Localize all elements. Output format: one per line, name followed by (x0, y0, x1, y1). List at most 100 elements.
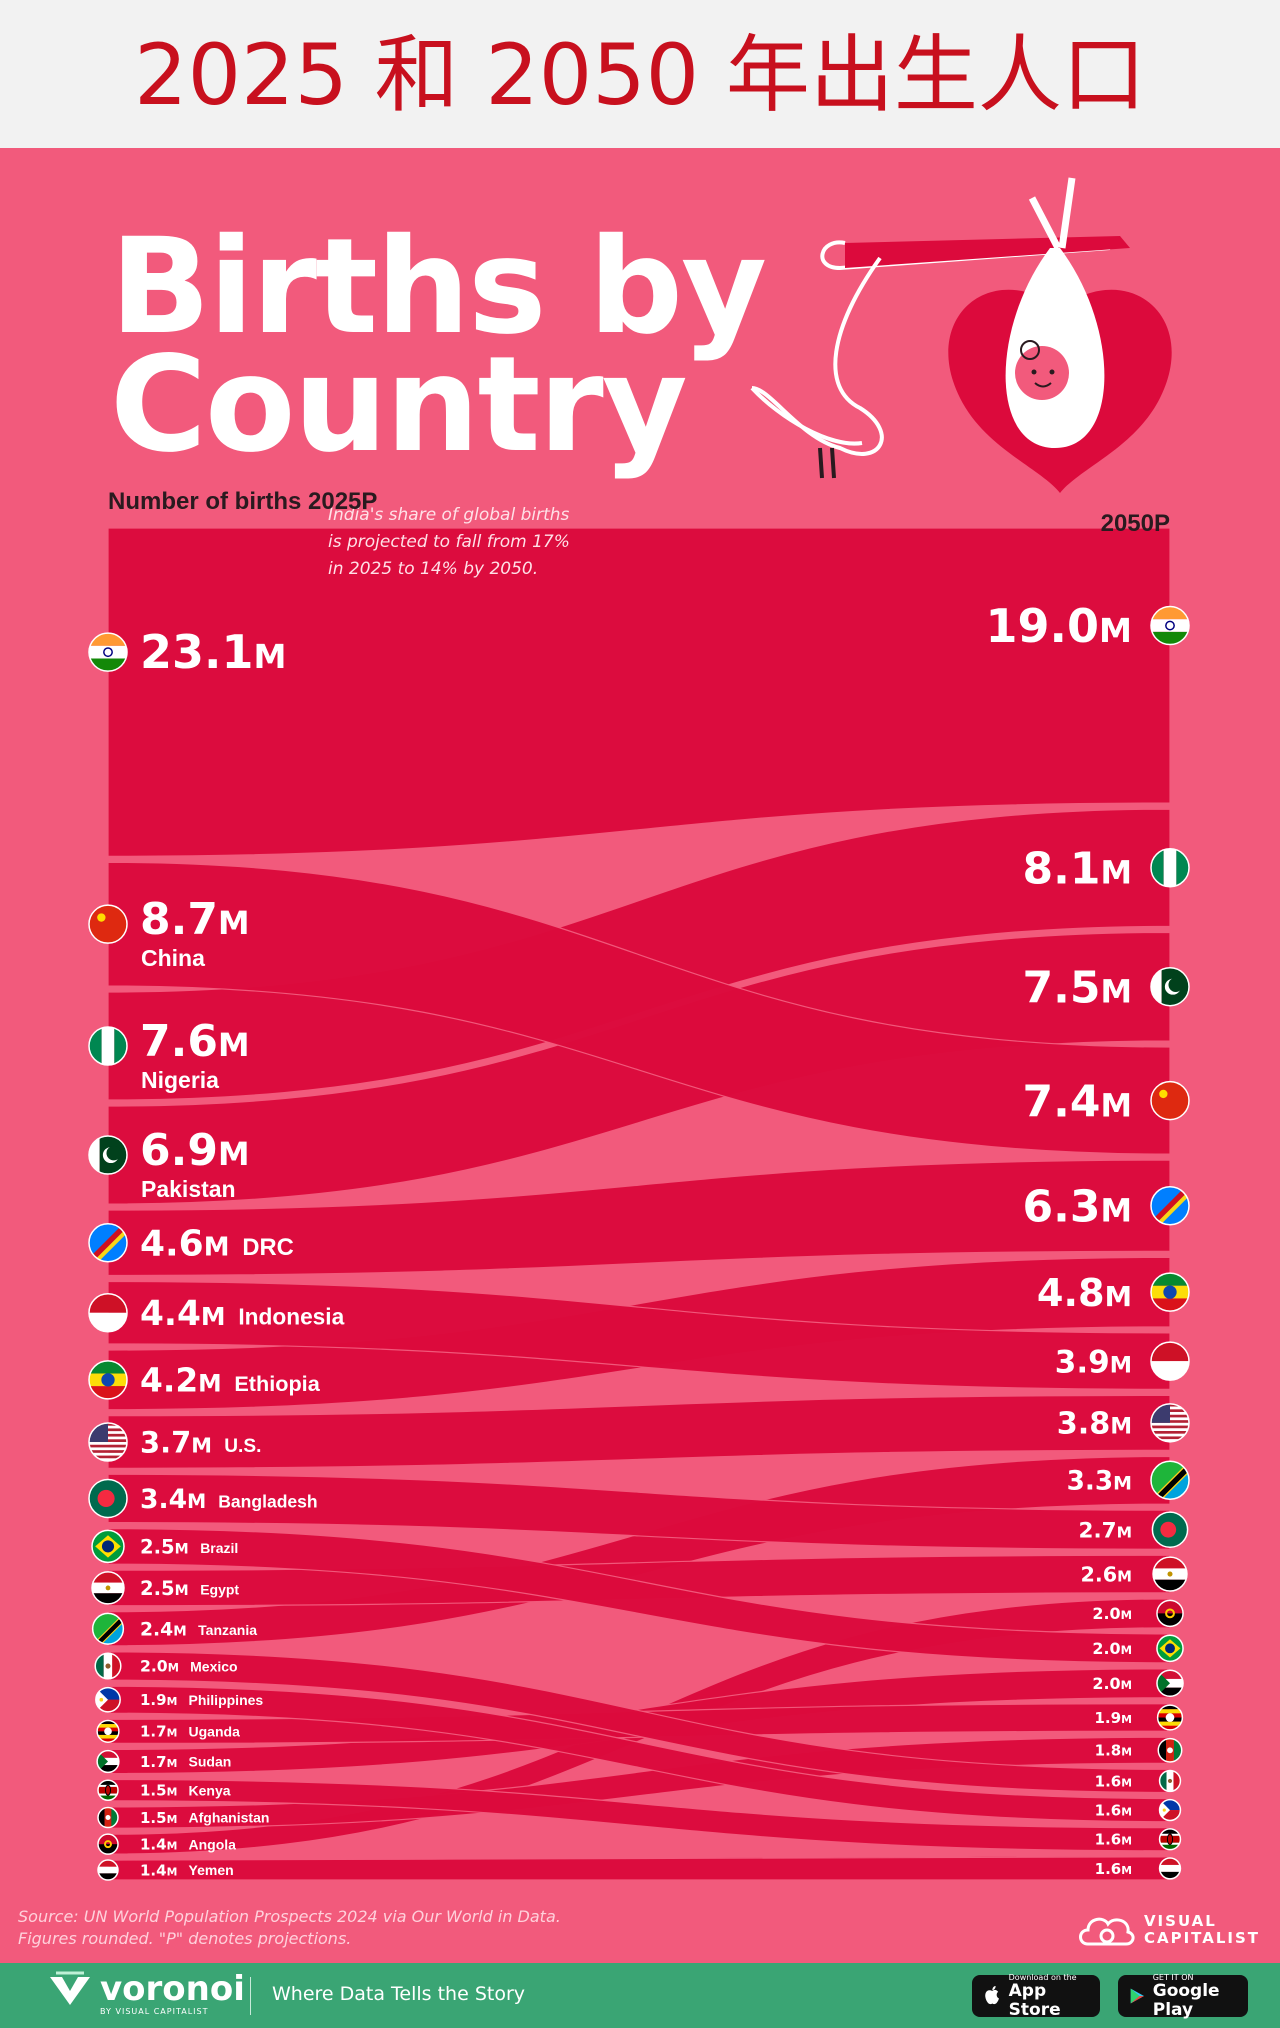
country-name-ethiopia: Ethiopia (234, 1371, 320, 1396)
flag-china-icon (1150, 1080, 1190, 1121)
infographic-poster: 23.1M 8.7M China 7.6M Nigeria 6.9M Pakistan 4.6… (0, 148, 1280, 1963)
flag-china-icon (88, 904, 128, 944)
value-label-afghanistan-2050: 1.8M (1095, 1742, 1132, 1760)
left-axis-label: Number of births 2025P (108, 488, 378, 515)
ribbon-philippines (107, 1685, 1171, 1823)
ribbon-mexico (107, 1651, 1171, 1794)
flag-bangladesh-icon (1151, 1511, 1189, 1549)
country-name-nigeria: Nigeria (141, 1067, 219, 1093)
flag-sudan-icon (1156, 1669, 1184, 1698)
value-label-egypt-2050: 2.6M (1081, 1563, 1132, 1587)
flag-tanzania-icon (1150, 1460, 1190, 1500)
main-title: Births by Country (110, 221, 870, 482)
value-label-drc-2025: 4.6M (140, 1224, 229, 1265)
country-name-yemen: Yemen (189, 1862, 234, 1878)
value-label-angola-2050: 2.0M (1092, 1604, 1132, 1623)
vc-line2: CAPITALIST (1143, 1929, 1260, 1947)
flag-indonesia-icon (88, 1292, 128, 1333)
app-store-big: App Store (1008, 1980, 1061, 2020)
flag-yemen-icon (1158, 1857, 1182, 1880)
flag-india-icon (88, 632, 128, 672)
value-label-nigeria-2025: 7.6M (140, 1016, 249, 1067)
ribbon-indonesia (107, 1280, 1171, 1390)
value-label-bangladesh-2025: 3.4M (140, 1484, 206, 1515)
value-label-kenya-2050: 1.6M (1095, 1831, 1132, 1849)
value-label-ethiopia-2050: 4.8M (1037, 1272, 1132, 1316)
app-store-small: Download on the (1008, 1972, 1077, 1982)
country-name-sudan: Sudan (189, 1754, 232, 1770)
flag-kenya-icon (97, 1779, 119, 1801)
ribbon-layer (107, 527, 1171, 1881)
value-label-mexico-2050: 1.6M (1095, 1772, 1132, 1790)
value-label-ethiopia-2025: 4.2M (140, 1362, 222, 1400)
value-label-nigeria-2050: 8.1M (1023, 844, 1132, 895)
main-title-line2: Country (110, 328, 688, 482)
apple-icon (985, 1986, 999, 2005)
flag-angola-icon (1156, 1599, 1184, 1628)
value-label-china-2025: 8.7M (140, 894, 249, 945)
value-label-philippines-2025: 1.9M (140, 1691, 177, 1709)
flag-afghanistan-icon (97, 1806, 119, 1829)
value-label-india-2050: 19.0M (986, 599, 1132, 653)
flag-kenya-icon (1158, 1828, 1182, 1851)
value-label-uganda-2050: 1.9M (1094, 1709, 1132, 1727)
vc-cloud-icon (1078, 1917, 1135, 1946)
ribbon-us (107, 1394, 1171, 1469)
value-label-philippines-2050: 1.6M (1095, 1801, 1132, 1819)
country-name-philippines: Philippines (189, 1692, 264, 1708)
value-label-pakistan-2050: 7.5M (1023, 963, 1132, 1014)
country-name-uganda: Uganda (189, 1723, 241, 1739)
top-title: 2025 和 2050 年出生人口 (134, 26, 1146, 124)
visual-capitalist-logo: VISUAL CAPITALIST (1078, 1910, 1260, 1950)
value-label-sudan-2050: 2.0M (1092, 1674, 1132, 1693)
country-name-drc: DRC (242, 1235, 293, 1261)
voronoi-wordmark: voronoi (100, 1969, 245, 2009)
vc-wordmark: VISUAL CAPITALIST (1144, 1913, 1260, 1947)
footer-divider (250, 1977, 251, 2015)
voronoi-brand[interactable]: voronoi (48, 1971, 245, 2007)
flag-us-icon (88, 1422, 128, 1462)
ribbon-brazil (107, 1528, 1171, 1664)
flag-uganda-icon (96, 1719, 120, 1743)
google-play-button[interactable]: GET IT ON Google Play (1118, 1973, 1248, 2019)
ribbon-yemen (107, 1856, 1171, 1881)
value-label-us-2025: 3.7M (140, 1425, 212, 1459)
value-label-angola-2025: 1.4M (140, 1836, 177, 1854)
flag-afghanistan-icon (1157, 1737, 1183, 1763)
value-label-kenya-2025: 1.5M (140, 1782, 177, 1800)
value-label-drc-2050: 6.3M (1023, 1182, 1132, 1233)
flag-egypt-icon (91, 1571, 125, 1605)
flag-yemen-icon (97, 1859, 119, 1881)
ribbon-kenya (107, 1778, 1171, 1852)
flag-ethiopia-icon (88, 1360, 128, 1400)
flag-sudan-icon (96, 1749, 120, 1774)
ribbon-india (107, 527, 1171, 857)
flag-pakistan-icon (1150, 966, 1190, 1007)
country-name-brazil: Brazil (200, 1540, 238, 1556)
app-store-button[interactable]: Download on the App Store (972, 1972, 1100, 2020)
value-label-afghanistan-2025: 1.5M (140, 1809, 177, 1827)
flag-mexico-icon (1158, 1769, 1182, 1793)
flag-drc-icon (88, 1223, 128, 1263)
country-name-bangladesh: Bangladesh (218, 1491, 317, 1511)
country-name-indonesia: Indonesia (238, 1303, 344, 1329)
country-name-tanzania: Tanzania (198, 1622, 257, 1638)
flag-pakistan-icon (88, 1135, 128, 1175)
value-label-tanzania-2050: 3.3M (1067, 1467, 1132, 1497)
footnote-line2: Figures rounded. "P" denotes projections… (18, 1929, 352, 1948)
source-footnote: Source: UN World Population Prospects 20… (18, 1906, 561, 1950)
country-name-kenya: Kenya (189, 1782, 231, 1798)
value-label-brazil-2050: 2.0M (1092, 1639, 1132, 1658)
footnote-line1: Source: UN World Population Prospects 20… (18, 1907, 561, 1926)
ribbon-china (107, 861, 1171, 1155)
google-play-icon (1130, 1988, 1144, 2004)
value-label-tanzania-2025: 2.4M (140, 1620, 187, 1641)
country-name-egypt: Egypt (200, 1582, 239, 1598)
value-label-uganda-2025: 1.7M (140, 1723, 177, 1741)
flag-mexico-icon (94, 1652, 122, 1680)
value-label-pakistan-2025: 6.9M (140, 1125, 249, 1176)
footer-bar: voronoi BY VISUAL CAPITALIST Where Data … (0, 1963, 1280, 2028)
country-name-us: U.S. (224, 1436, 261, 1457)
